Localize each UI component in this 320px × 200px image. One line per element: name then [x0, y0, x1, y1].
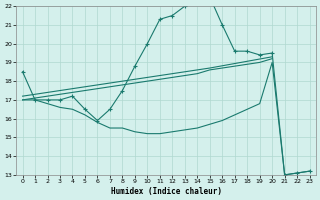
X-axis label: Humidex (Indice chaleur): Humidex (Indice chaleur) [111, 187, 221, 196]
